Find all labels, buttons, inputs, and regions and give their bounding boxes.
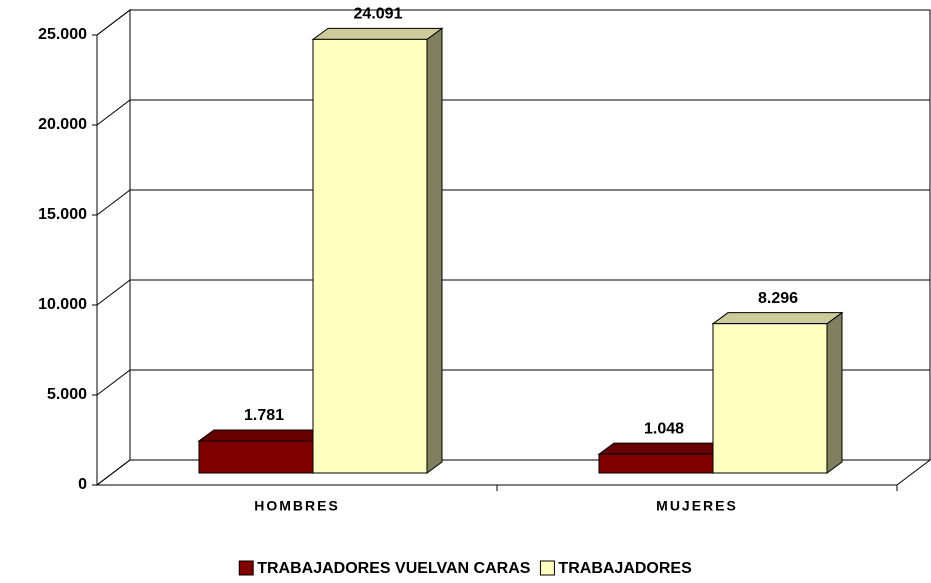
y-tick-label: 5.000 <box>47 386 87 403</box>
y-tick-label: 15.000 <box>38 206 87 223</box>
y-tick-label: 25.000 <box>38 26 87 43</box>
left-wall <box>96 8 131 487</box>
bar <box>712 323 828 474</box>
grid-line <box>96 189 930 216</box>
bar-top <box>197 429 330 442</box>
grid-line <box>96 279 930 306</box>
bar-side <box>426 27 443 474</box>
bar-top <box>711 312 844 325</box>
data-label: 1.781 <box>244 407 284 424</box>
bar-side <box>826 311 843 474</box>
legend-label: TRABAJADORES VUELVAN CARAS <box>257 560 531 577</box>
legend-swatch <box>238 560 254 576</box>
data-label: 1.048 <box>644 420 684 437</box>
grid-line <box>96 9 930 36</box>
x-tick-label: HOMBRES <box>254 498 340 514</box>
legend-label: TRABAJADORES <box>558 560 692 577</box>
grid-line <box>96 99 930 126</box>
y-tick-label: 10.000 <box>38 296 87 313</box>
bar <box>198 440 314 474</box>
bar-top <box>597 442 730 455</box>
legend: TRABAJADORES VUELVAN CARAS TRABAJADORES <box>238 560 692 577</box>
bar-top <box>311 27 444 40</box>
bar <box>312 38 428 474</box>
y-tick-label: 20.000 <box>38 116 87 133</box>
data-label: 8.296 <box>758 290 798 307</box>
data-label: 24.091 <box>354 6 403 23</box>
y-tick-label: 0 <box>78 476 87 493</box>
legend-swatch <box>539 560 555 576</box>
bar <box>598 453 714 474</box>
x-tick-label: MUJERES <box>656 498 738 514</box>
grid-line <box>96 369 930 396</box>
